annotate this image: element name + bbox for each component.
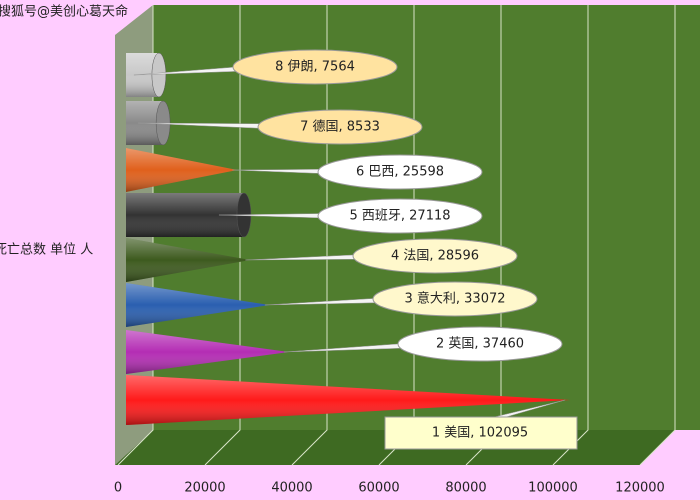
grid-line (117, 5, 154, 466)
bar-shade (126, 375, 571, 425)
x-tick-label: 20000 (184, 481, 225, 496)
bar-shade (126, 148, 238, 192)
data-label: 3 意大利, 33072 (404, 291, 505, 307)
grid-line (552, 5, 589, 466)
bar-shade (126, 238, 251, 282)
bar-cap (151, 52, 167, 98)
grid-line (639, 5, 676, 466)
bar (126, 238, 251, 282)
data-label: 7 德国, 8533 (300, 120, 380, 135)
watermark: 搜狐号@美创心葛天命 (0, 4, 128, 20)
x-tick-label: 80000 (445, 481, 486, 496)
bar-shade (126, 283, 270, 327)
data-label: 6 巴西, 25598 (356, 165, 444, 180)
axis-title: 死亡总数 单位 人 (0, 243, 93, 258)
data-label: 5 西班牙, 27118 (349, 209, 450, 224)
x-tick-label: 120000 (615, 481, 665, 496)
label-box (232, 49, 398, 85)
bar (126, 148, 238, 192)
bar (126, 283, 270, 327)
x-tick-label: 100000 (528, 481, 578, 496)
label-box (384, 416, 578, 450)
bar (126, 375, 571, 425)
bar (126, 52, 167, 98)
label-box (372, 281, 538, 317)
x-tick-label: 0 (114, 481, 122, 496)
x-tick-label: 40000 (271, 481, 312, 496)
grid-line (291, 5, 328, 466)
label-box (257, 109, 423, 145)
data-label: 4 法国, 28596 (391, 249, 479, 264)
bar-shade (126, 330, 289, 374)
bar (126, 330, 289, 374)
grid-line (204, 5, 241, 466)
label-box (397, 326, 563, 362)
data-label: 2 英国, 37460 (436, 337, 524, 352)
label-box (352, 238, 518, 274)
label-box (317, 198, 483, 234)
data-label: 8 伊朗, 7564 (275, 60, 355, 75)
x-tick-label: 60000 (358, 481, 399, 496)
label-box (317, 154, 483, 190)
data-label: 1 美国, 102095 (432, 426, 528, 441)
